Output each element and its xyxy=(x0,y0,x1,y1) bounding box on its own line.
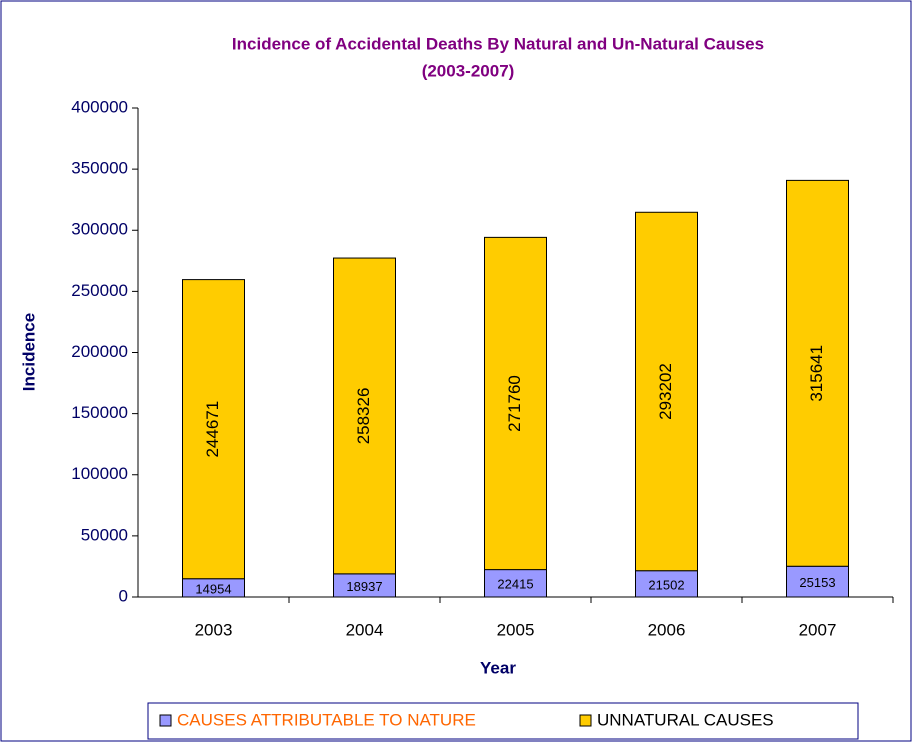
x-tick-label: 2003 xyxy=(195,620,233,639)
x-axis-label: Year xyxy=(480,658,516,677)
y-tick-label: 100000 xyxy=(71,464,128,483)
chart-title: Incidence of Accidental Deaths By Natura… xyxy=(232,34,764,53)
y-tick-label: 400000 xyxy=(71,97,128,116)
legend-box xyxy=(147,702,859,740)
y-axis-label: Incidence xyxy=(19,313,38,391)
x-tick-label: 2004 xyxy=(346,620,384,639)
value-label: 21502 xyxy=(648,577,684,592)
bar-segment xyxy=(484,569,547,598)
legend-swatch xyxy=(159,714,172,727)
bar-segment xyxy=(786,565,849,598)
value-label: 271760 xyxy=(505,375,524,432)
x-tick-label: 2005 xyxy=(497,620,535,639)
y-tick-label: 250000 xyxy=(71,281,128,300)
value-label: 25153 xyxy=(799,575,835,590)
bar-segment xyxy=(635,211,698,572)
bar-segment xyxy=(484,236,547,571)
x-tick-label: 2006 xyxy=(648,620,686,639)
value-label: 293202 xyxy=(656,363,675,420)
value-label: 22415 xyxy=(497,577,533,592)
chart-subtitle: (2003-2007) xyxy=(422,61,515,80)
bar-segment xyxy=(182,279,245,580)
y-tick-label: 150000 xyxy=(71,403,128,422)
legend-swatch xyxy=(579,714,592,727)
value-label: 18937 xyxy=(346,579,382,594)
value-label: 315641 xyxy=(807,345,826,402)
legend-label: UNNATURAL CAUSES xyxy=(597,710,774,729)
y-tick-label: 50000 xyxy=(81,525,128,544)
value-label: 14954 xyxy=(195,581,231,596)
x-tick-label: 2007 xyxy=(799,620,837,639)
bar-segment xyxy=(635,570,698,598)
bar-segment xyxy=(786,179,849,567)
legend-label: CAUSES ATTRIBUTABLE TO NATURE xyxy=(177,710,476,729)
y-tick-label: 0 xyxy=(119,586,128,605)
value-label: 258326 xyxy=(354,388,373,445)
value-label: 244671 xyxy=(203,401,222,458)
y-tick-label: 200000 xyxy=(71,342,128,361)
bar-segment xyxy=(333,257,396,575)
y-tick-label: 300000 xyxy=(71,220,128,239)
y-tick-label: 350000 xyxy=(71,159,128,178)
